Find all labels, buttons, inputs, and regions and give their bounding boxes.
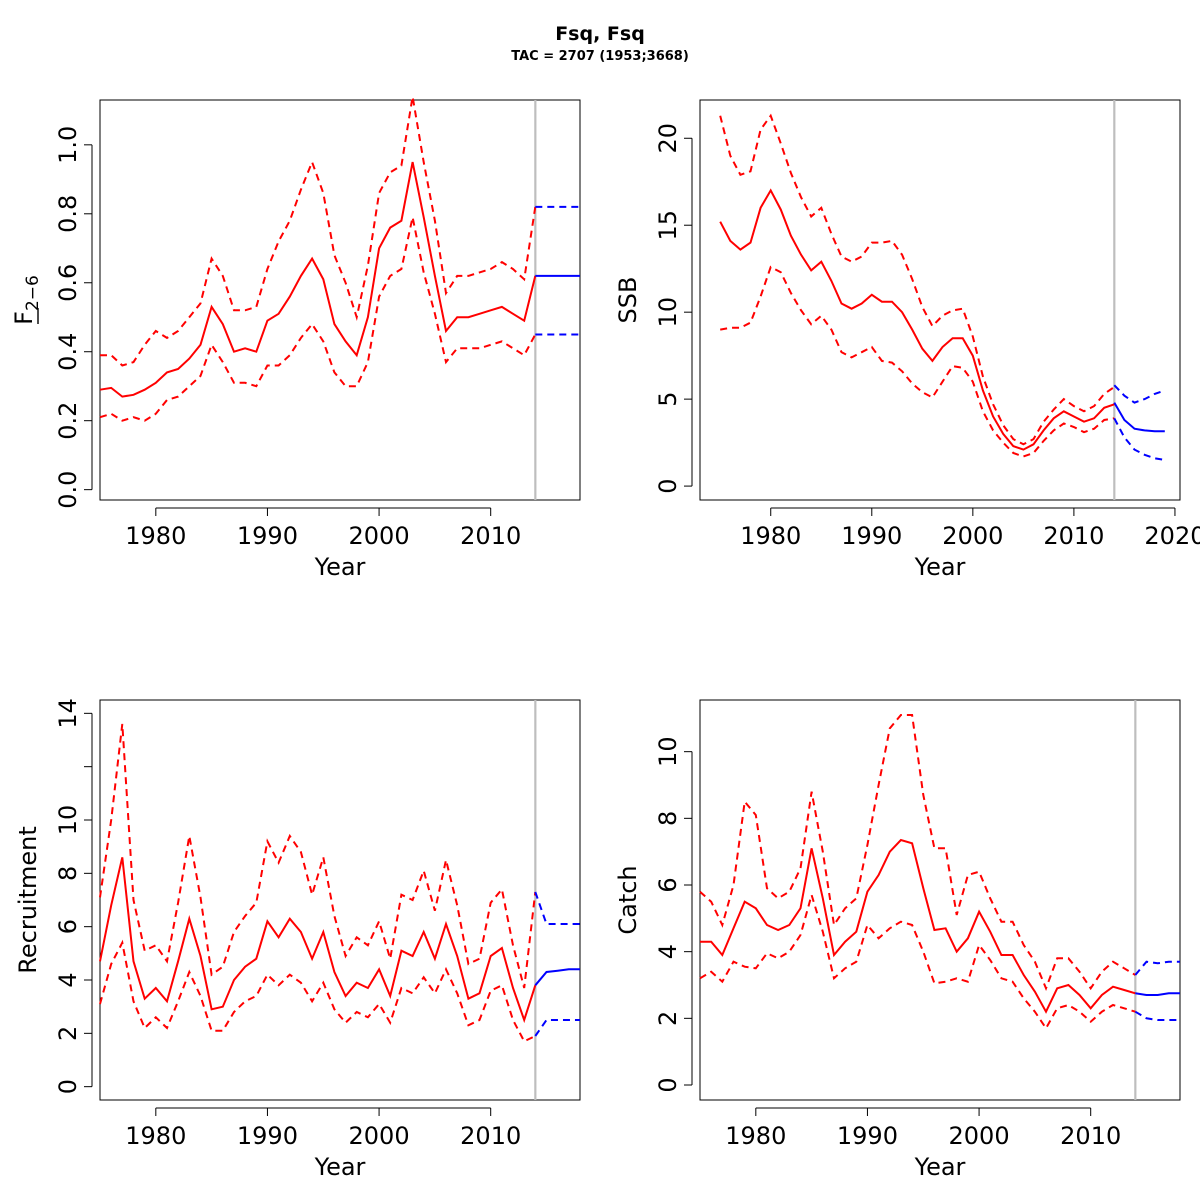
catch-historical-estimate-line (700, 838, 1136, 1014)
catch-x-tick-label: 1990 (837, 1122, 898, 1150)
recruitment-x-axis-label: Year (314, 1153, 366, 1181)
ssb-projection-lower-line (1113, 417, 1165, 461)
catch-x-tick-label: 1980 (725, 1122, 786, 1150)
ssb-projection-upper-line (1113, 384, 1166, 404)
fbar-x-tick-label: 1990 (237, 522, 298, 550)
panel-fbar: 1980 1990 2000 2010 0.0 0.2 0.4 0.6 0.8 1.0 Year F2… (10, 96, 581, 581)
fbar-y-tick-label: 0.6 (54, 264, 82, 302)
panel-recruitment: 1980 1990 2000 2010 0 2 4 6 8 10 14 Year Recruitment (14, 698, 581, 1181)
fbar-historical-lower-line (99, 216, 537, 422)
figure-subtitle: TAC = 2707 (1953;3668) (511, 49, 689, 64)
fbar-y-tick-label: 0.0 (54, 471, 82, 509)
catch-historical-lower-line (699, 891, 1136, 1031)
catch-historical-upper-line (699, 714, 1136, 992)
panel-ssb: 1980 1990 2000 2010 2020 0 5 10 15 20 Year SSB (614, 99, 1200, 581)
fbar-x-axis-label: Year (314, 553, 366, 581)
figure-title: Fsq, Fsq (555, 23, 645, 45)
fbar-historical-upper-line (100, 96, 537, 367)
fbar-y-tick-label: 0.8 (54, 195, 82, 233)
ssb-plot-frame (699, 99, 1181, 501)
recruitment-projection-lower-line (534, 1019, 580, 1037)
ssb-x-tick-label: 2010 (1043, 522, 1104, 550)
catch-x-tick-label: 2010 (1060, 1122, 1121, 1150)
fbar-plot-frame (99, 99, 581, 501)
ssb-x-tick-label: 2020 (1144, 522, 1200, 550)
ssb-historical-estimate-line (719, 188, 1115, 451)
fbar-x-tick-label: 1980 (125, 522, 186, 550)
ssb-y-tick-label: 15 (654, 210, 682, 241)
recruitment-historical-upper-line (99, 723, 537, 989)
catch-plot-frame (699, 699, 1181, 1101)
recruitment-y-tick-label: 0 (54, 1079, 82, 1094)
recruitment-plot-frame (99, 699, 581, 1101)
panel-catch: 1980 1990 2000 2010 0 2 4 6 8 10 Year Catch (614, 699, 1181, 1181)
catch-projection-lower-line (1134, 1010, 1180, 1021)
recruitment-historical-lower-line (99, 939, 536, 1043)
ssb-x-axis-label: Year (914, 553, 966, 581)
ssb-projection-estimate-line (1113, 402, 1165, 433)
fbar-y-tick-label: 0.2 (54, 402, 82, 440)
recruitment-y-tick-label: 10 (54, 805, 82, 836)
recruitment-historical-estimate-line (99, 857, 537, 1024)
recruitment-projection-estimate-line (534, 968, 580, 986)
ssb-y-tick-label: 0 (654, 478, 682, 493)
recruitment-y-tick-label: 2 (54, 1026, 82, 1041)
fbar-historical-estimate-line (99, 161, 537, 398)
catch-projection-upper-line (1134, 960, 1180, 976)
ssb-historical-lower-line (720, 265, 1115, 458)
ssb-x-tick-label: 1980 (740, 522, 801, 550)
catch-y-tick-label: 4 (654, 944, 682, 959)
catch-projection-estimate-line (1135, 992, 1180, 996)
ssb-y-tick-label: 10 (654, 297, 682, 328)
ssb-y-tick-label: 5 (654, 391, 682, 406)
recruitment-x-tick-label: 1990 (237, 1122, 298, 1150)
ssb-y-tick-label: 20 (654, 123, 682, 154)
fbar-y-axis-label: F2−6 (10, 275, 43, 325)
ssb-x-tick-label: 1990 (841, 522, 902, 550)
catch-y-tick-label: 10 (654, 736, 682, 767)
ssb-y-axis-label: SSB (614, 277, 642, 324)
catch-y-tick-label: 0 (654, 1077, 682, 1092)
recruitment-x-tick-label: 2010 (460, 1122, 521, 1150)
fbar-x-tick-label: 2010 (460, 522, 521, 550)
recruitment-x-tick-label: 2000 (349, 1122, 410, 1150)
recruitment-y-tick-label: 14 (54, 698, 82, 729)
catch-x-tick-label: 2000 (949, 1122, 1010, 1150)
fbar-y-tick-label: 0.4 (54, 333, 82, 371)
catch-y-tick-label: 2 (654, 1011, 682, 1026)
fbar-x-tick-label: 2000 (349, 522, 410, 550)
catch-y-axis-label: Catch (614, 865, 642, 934)
catch-y-tick-label: 6 (654, 877, 682, 892)
recruitment-y-tick-label: 8 (54, 866, 82, 881)
recruitment-x-tick-label: 1980 (125, 1122, 186, 1150)
catch-x-axis-label: Year (914, 1153, 966, 1181)
recruitment-y-axis-label: Recruitment (14, 826, 42, 973)
recruitment-y-tick-label: 6 (54, 919, 82, 934)
ssb-x-tick-label: 2000 (942, 522, 1003, 550)
recruitment-y-tick-label: 4 (54, 972, 82, 987)
fbar-y-tick-label: 1.0 (54, 126, 82, 164)
catch-y-tick-label: 8 (654, 811, 682, 826)
